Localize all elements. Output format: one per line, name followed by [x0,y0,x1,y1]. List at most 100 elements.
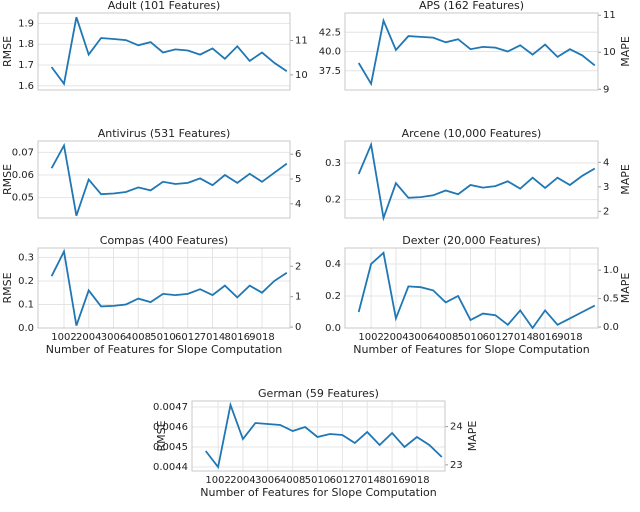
chart-title: Adult (101 Features) [108,0,221,12]
y-tick-label: 0.0 [325,323,341,334]
y-tick-label: 0.0047 [153,402,188,413]
x-tick-label: 2004 [230,475,255,486]
data-line [50,16,288,86]
y2-tick-label: 0.0 [603,322,619,333]
y-axis-label: RMSE [1,164,14,195]
x-tick-label: 7014 [507,332,532,343]
x-tick-label: 6012 [175,332,200,343]
data-line [50,248,288,326]
x-tick-label: 6012 [330,475,355,486]
y2-tick-label: 10 [603,47,616,58]
y2-tick-label: 4 [603,157,609,168]
x-tick-label: 4008 [433,332,458,343]
y2-tick-label: 3 [603,182,609,193]
y-tick-label: 0.3 [325,158,341,169]
y-tick-label: 0.2 [18,276,34,287]
y-tick-label: 0.05 [12,193,34,204]
x-tick-label: 3006 [101,332,126,343]
y-tick-label: 1.9 [18,18,34,29]
plot-frame [37,140,291,219]
y2-axis-label: MAPE [619,36,632,67]
data-line [357,251,596,330]
chart-title: Antivirus (531 Features) [98,127,231,140]
x-tick-label: 2004 [76,332,101,343]
y2-tick-label: 2 [603,206,609,217]
y2-tick-label: 0.5 [603,294,619,305]
x-tick-label: 5010 [458,332,483,343]
x-tick-label: 1002 [51,332,76,343]
x-axis-label: Number of Features for Slope Computation [353,343,589,356]
x-tick-label: 9018 [404,475,429,486]
y2-tick-label: 10 [295,70,308,81]
y-tick-label: 37.5 [319,66,341,77]
chart-title: Dexter (20,000 Features) [402,234,541,247]
y2-tick-label: 1 [295,292,301,303]
data-line [357,17,596,87]
data-line [204,401,443,470]
y2-tick-label: 11 [295,36,308,47]
x-tick-label: 5010 [150,332,175,343]
y-tick-label: 0.1 [18,299,34,310]
x-tick-label: 8016 [225,332,250,343]
x-tick-label: 4008 [126,332,151,343]
x-tick-label: 3006 [408,332,433,343]
chart-title: German (59 Features) [258,387,379,400]
y2-axis-label: MAPE [619,164,632,195]
y-tick-label: 0.0044 [153,462,188,473]
data-line [357,141,596,222]
x-tick-label: 1002 [358,332,383,343]
plot-frame [37,12,291,91]
plot-frame [37,247,291,329]
y-tick-label: 0.07 [12,147,34,158]
y-tick-label: 1.7 [18,60,34,71]
y-tick-label: 40.0 [319,47,341,58]
y-axis-label: RMSE [1,36,14,67]
y2-tick-label: 24 [450,422,463,433]
plot-frame [191,400,446,472]
data-line [50,142,288,216]
x-tick-label: 2004 [383,332,408,343]
x-tick-label: 8016 [532,332,557,343]
y2-tick-label: 1.0 [603,265,619,276]
y2-axis-label: MAPE [619,273,632,304]
plot-frame [344,140,599,219]
x-tick-label: 1002 [205,475,230,486]
x-axis-label: Number of Features for Slope Computation [46,343,282,356]
chart-title: Compas (400 Features) [100,234,228,247]
y-tick-label: 0.0046 [153,422,188,433]
x-tick-label: 3006 [255,475,280,486]
x-axis-label: Number of Features for Slope Computation [200,486,436,499]
x-tick-label: 6012 [483,332,508,343]
x-tick-label: 9018 [557,332,582,343]
y-axis-label: RMSE [1,272,14,303]
y2-tick-label: 0 [295,322,301,333]
y-tick-label: 0.0 [18,323,34,334]
plot-frame [344,12,599,91]
x-tick-label: 8016 [379,475,404,486]
y-tick-label: 42.5 [319,27,341,38]
x-tick-label: 7014 [200,332,225,343]
y2-tick-label: 23 [450,460,463,471]
y-tick-label: 1.8 [18,39,34,50]
y-axis-label: RMSE [155,420,168,451]
y2-tick-label: 6 [295,149,301,160]
x-tick-label: 4008 [280,475,305,486]
chart-title: Arcene (10,000 Features) [402,127,542,140]
plot-frame [344,247,599,329]
y-tick-label: 0.3 [18,252,34,263]
y-tick-label: 0.0045 [153,442,188,453]
y2-tick-label: 4 [295,199,301,210]
y2-tick-label: 11 [603,10,616,21]
x-tick-label: 9018 [249,332,274,343]
y-tick-label: 0.4 [325,259,341,270]
y2-tick-label: 2 [295,261,301,272]
y-tick-label: 0.2 [325,195,341,206]
chart-title: APS (162 Features) [419,0,524,12]
y2-tick-label: 5 [295,174,301,185]
y-tick-label: 1.6 [18,81,34,92]
y2-axis-label: MAPE [466,421,479,452]
y-tick-label: 0.2 [325,291,341,302]
y-tick-label: 0.06 [12,170,34,181]
x-tick-label: 7014 [354,475,379,486]
